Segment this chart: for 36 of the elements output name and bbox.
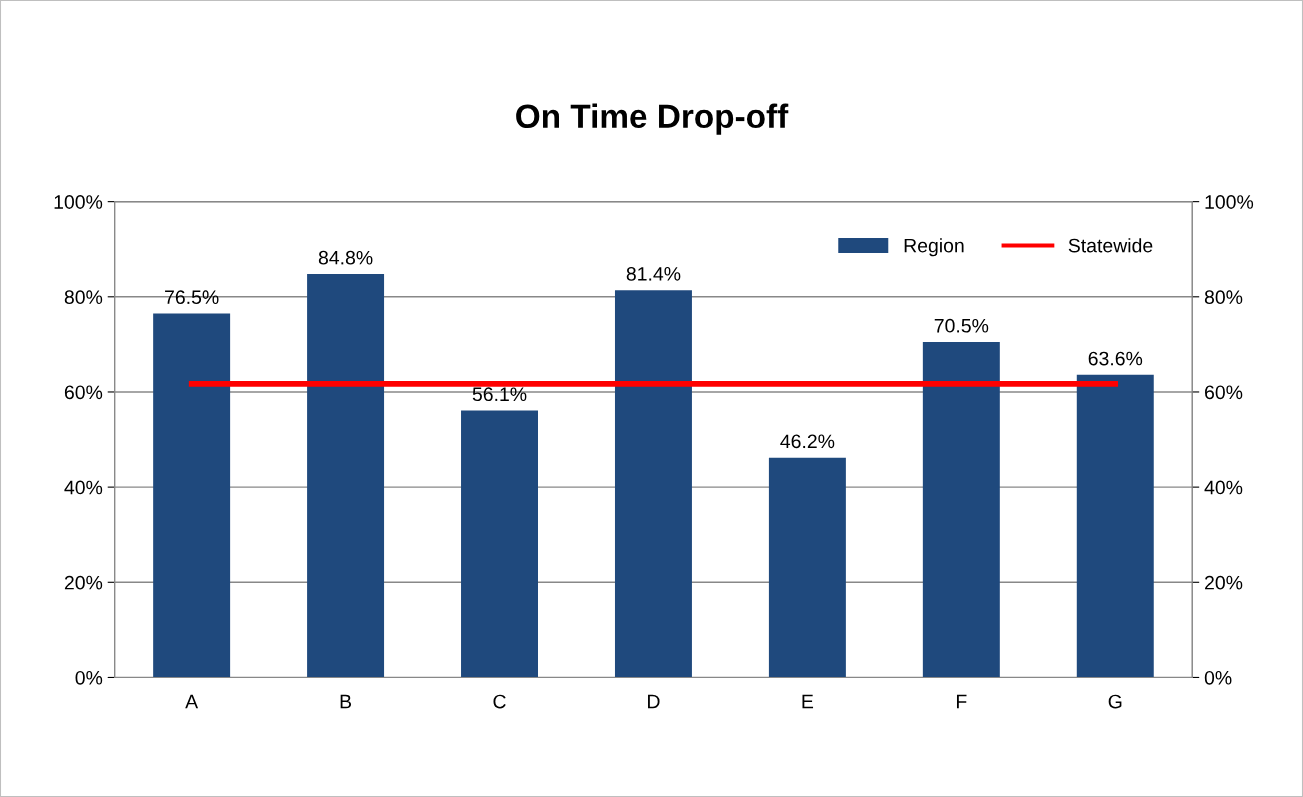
x-tick-label: G bbox=[1108, 694, 1122, 709]
x-tick-label: E bbox=[802, 694, 814, 709]
x-tick-label: D bbox=[648, 694, 660, 709]
data-label: 46.2% bbox=[780, 434, 835, 449]
y2-tick-label: 20% bbox=[1205, 575, 1243, 590]
y-tick-label: 0% bbox=[75, 670, 103, 685]
y-tick-label: 100% bbox=[54, 195, 103, 209]
bar bbox=[153, 313, 231, 678]
x-tick-label: B bbox=[340, 694, 352, 709]
y2-tick-label: 80% bbox=[1204, 290, 1243, 305]
bar bbox=[1076, 374, 1154, 678]
data-label: 84.8% bbox=[318, 250, 373, 265]
bar bbox=[614, 290, 692, 678]
data-label: 70.5% bbox=[934, 318, 989, 333]
bar bbox=[768, 457, 846, 678]
y2-tick-label: 60% bbox=[1205, 385, 1243, 400]
y-tick-label: 80% bbox=[64, 290, 103, 305]
x-tick-label: F bbox=[956, 694, 967, 709]
x-tick-label: C bbox=[493, 694, 506, 709]
data-label: 56.1% bbox=[472, 387, 527, 402]
y2-tick-label: 0% bbox=[1204, 670, 1232, 685]
bar bbox=[461, 410, 538, 678]
y-tick-label: 40% bbox=[64, 480, 103, 495]
legend-label: Region bbox=[904, 238, 964, 257]
y2-tick-label: 100% bbox=[1205, 195, 1254, 209]
data-label: 81.4% bbox=[626, 266, 681, 281]
chart-title: On Time Drop-off bbox=[516, 103, 789, 135]
data-label: 76.5% bbox=[165, 290, 219, 305]
data-label: 63.6% bbox=[1088, 351, 1143, 366]
legend-label: Statewide bbox=[1068, 238, 1153, 253]
y-tick-label: 20% bbox=[64, 575, 103, 590]
bar bbox=[307, 273, 385, 678]
x-tick-label: A bbox=[185, 694, 199, 709]
bar bbox=[922, 342, 1000, 678]
y-tick-label: 60% bbox=[64, 385, 103, 400]
y2-tick-label: 40% bbox=[1204, 480, 1243, 495]
